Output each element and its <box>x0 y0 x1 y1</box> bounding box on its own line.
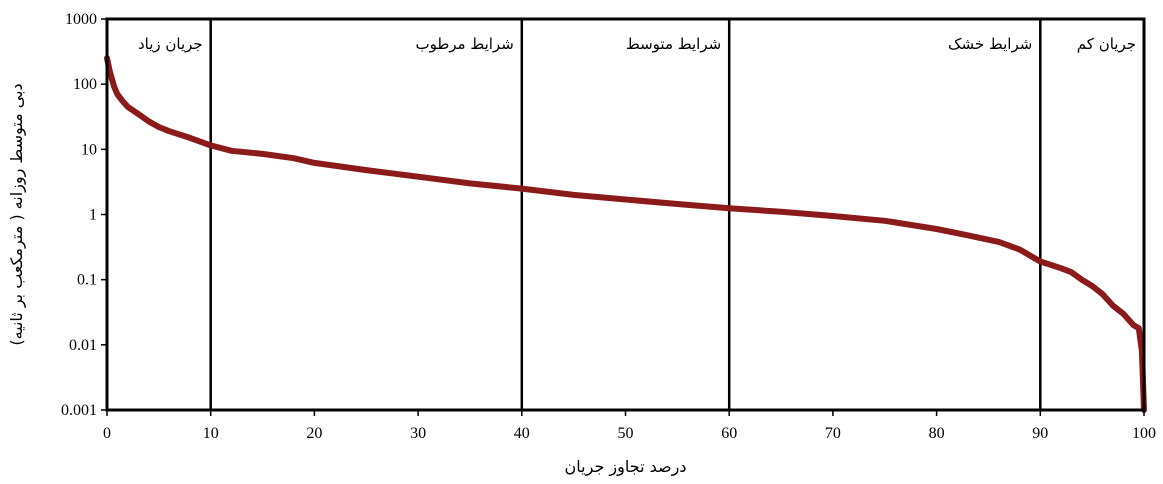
zone-label: شرایط مرطوب <box>415 35 513 53</box>
zone-labels: جریان زیاد شرایط مرطوب شرایط متوسط شرایط خش… <box>138 35 1136 53</box>
zone-label: جریان کم <box>1077 35 1136 53</box>
y-axis: 0.001 0.01 0.1 1 10 100 1000 <box>61 11 107 419</box>
x-tick-label: 80 <box>929 425 945 442</box>
zone-label: جریان زیاد <box>138 35 203 53</box>
zone-boundaries <box>209 19 1042 410</box>
x-tick-label: 90 <box>1032 425 1048 442</box>
y-tick-label: 0.001 <box>61 402 97 419</box>
x-tick-label: 60 <box>721 425 737 442</box>
zone-label: شرایط متوسط <box>626 35 721 53</box>
y-tick-label: 1000 <box>65 11 97 28</box>
y-tick-label: 100 <box>73 76 97 93</box>
x-tick-label: 40 <box>514 425 530 442</box>
x-tick-label: 50 <box>618 425 634 442</box>
series-layer <box>104 55 1147 413</box>
y-axis-title: دبی متوسط روزانه ( مترمکعب بر ثانیه) <box>7 83 27 345</box>
zone-label: شرایط خشک <box>948 35 1032 53</box>
y-tick-label: 0.1 <box>77 272 97 289</box>
x-tick-label: 70 <box>825 425 841 442</box>
plot-frame <box>105 17 1146 412</box>
y-tick-label: 1 <box>89 207 97 224</box>
x-axis: 0 10 20 30 40 50 60 70 80 90 100 <box>103 410 1156 442</box>
x-axis-title: درصد تجاوز جریان <box>565 457 687 477</box>
y-tick-label: 0.01 <box>69 337 97 354</box>
x-tick-label: 30 <box>410 425 426 442</box>
x-tick-label: 10 <box>203 425 219 442</box>
x-tick-label: 20 <box>306 425 322 442</box>
y-tick-label: 10 <box>81 141 97 158</box>
x-tick-label: 0 <box>103 425 111 442</box>
series-line <box>104 55 1147 413</box>
x-tick-label: 100 <box>1132 425 1156 442</box>
